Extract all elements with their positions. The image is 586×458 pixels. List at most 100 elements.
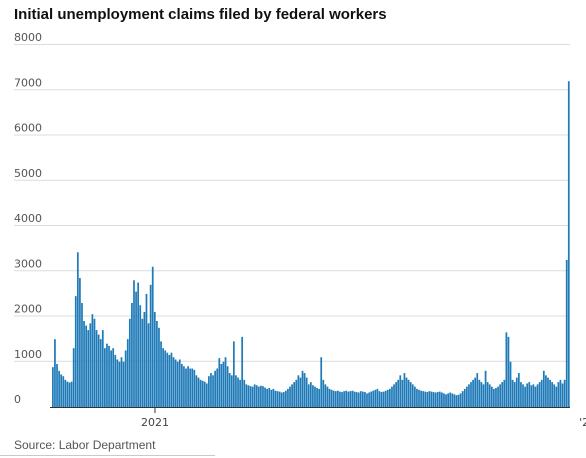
bar — [93, 318, 96, 407]
bar — [343, 391, 345, 407]
y-axis-labels: 0 1000 2000 3000 4000 5000 6000 7000 8000 — [14, 31, 42, 406]
bar — [162, 348, 164, 407]
bar — [316, 388, 318, 407]
bar — [436, 392, 439, 407]
bar — [85, 325, 88, 407]
bar — [62, 376, 65, 407]
bar — [347, 391, 350, 407]
bar — [524, 386, 526, 407]
bar — [253, 384, 256, 408]
bar — [106, 343, 108, 407]
bar — [378, 391, 381, 407]
bar — [401, 379, 404, 407]
bar — [226, 366, 229, 407]
bar — [341, 392, 343, 407]
y-tick-label: 7000 — [14, 76, 42, 89]
bar — [526, 383, 529, 407]
bar — [143, 311, 146, 407]
bar — [372, 390, 375, 407]
bar — [295, 379, 298, 407]
bar — [230, 375, 233, 407]
bar — [503, 379, 506, 407]
bar — [407, 379, 410, 407]
bar — [382, 391, 385, 407]
bar — [474, 377, 477, 407]
bar — [239, 379, 241, 407]
bar — [361, 391, 364, 407]
bar — [455, 395, 458, 407]
y-tick-label: 3000 — [14, 257, 42, 270]
bar — [128, 318, 131, 407]
bar — [280, 392, 283, 407]
bar — [499, 384, 501, 408]
bar — [351, 390, 354, 407]
bar — [216, 368, 219, 407]
bar — [54, 339, 56, 408]
bar — [520, 382, 522, 407]
bar — [89, 323, 92, 407]
bar — [260, 385, 262, 407]
bar — [122, 361, 125, 407]
bar — [68, 382, 71, 407]
bar — [205, 383, 208, 407]
bar — [124, 350, 127, 407]
bar — [218, 358, 221, 407]
bar — [511, 379, 514, 407]
bar — [553, 384, 556, 408]
bar — [180, 364, 183, 407]
bar — [561, 383, 564, 407]
bar — [83, 321, 85, 407]
bar — [158, 327, 160, 407]
bar — [118, 361, 121, 407]
bar — [147, 323, 150, 407]
bar — [349, 391, 352, 407]
bar — [339, 391, 341, 407]
bar — [441, 392, 443, 407]
bar — [517, 373, 520, 407]
bar — [432, 392, 435, 407]
bar — [97, 334, 100, 407]
y-tick-label: 8000 — [14, 31, 42, 44]
bar — [76, 252, 79, 407]
bar — [278, 391, 281, 407]
footer-rule — [0, 455, 215, 456]
x-tick-label: '25 — [579, 416, 586, 429]
bar — [187, 366, 189, 407]
bar — [170, 352, 173, 407]
y-tick-label: 6000 — [14, 122, 42, 135]
bar — [555, 386, 558, 407]
bar — [95, 330, 98, 407]
bar — [270, 389, 273, 407]
bar — [301, 370, 304, 407]
bar — [384, 390, 387, 407]
bar — [438, 391, 441, 407]
bar — [559, 379, 562, 407]
bar — [413, 386, 416, 407]
bar — [355, 392, 358, 407]
bar — [409, 382, 412, 407]
bar — [145, 293, 148, 408]
bar — [405, 377, 408, 407]
bar — [99, 339, 102, 408]
bar — [567, 81, 570, 407]
bar — [108, 345, 110, 407]
bar — [224, 357, 227, 407]
bar — [201, 380, 204, 407]
bar — [174, 359, 177, 407]
bar — [545, 375, 547, 407]
bar — [334, 391, 337, 407]
bar — [120, 357, 123, 407]
bar — [403, 373, 406, 407]
bar — [515, 377, 518, 407]
bar — [505, 332, 508, 407]
bar — [274, 390, 277, 407]
bar — [536, 384, 539, 408]
gridlines — [14, 44, 570, 362]
bar — [370, 391, 373, 407]
bars — [52, 81, 570, 408]
bar — [72, 348, 75, 407]
bar — [420, 390, 422, 407]
bar — [64, 379, 67, 407]
bar — [389, 388, 391, 407]
